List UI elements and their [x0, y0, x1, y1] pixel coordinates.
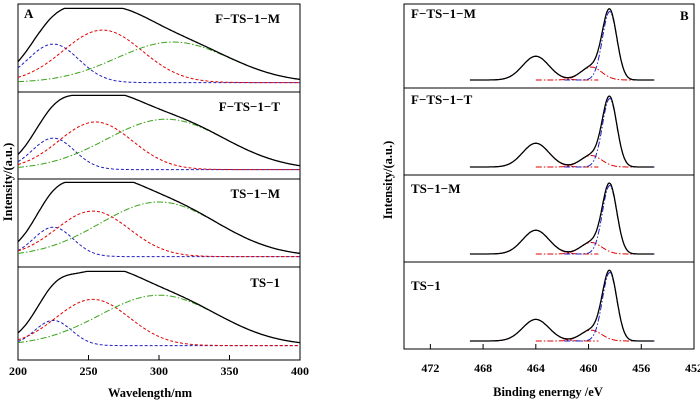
panel-b: B F−TS−1−M F−TS−1−T TS−1−M TS−1 472 468 46… [381, 3, 700, 399]
panel-b-x-tick-label: 472 [421, 361, 439, 375]
panel-b-peak-4-2 [535, 329, 646, 342]
panel-b-x-tick-label: 460 [580, 361, 598, 375]
panel-a-x-tick-label: 350 [221, 364, 239, 378]
panel-a-y-axis-title: Intensity/(a.u.) [1, 143, 15, 221]
panel-b-x-tick-label: 456 [632, 361, 650, 375]
panel-a-band-3-3 [17, 201, 301, 254]
panel-a-x-tick-label: 200 [9, 364, 27, 378]
panel-a-sample-label-2: F−TS−1−T [219, 99, 281, 114]
panel-b-peak-4-1 [472, 318, 599, 342]
panel-a-band-2-1 [17, 137, 300, 171]
panel-a-band-4-2 [17, 298, 300, 347]
panel-a-band-2-2 [17, 121, 300, 171]
panel-b-frame [403, 3, 695, 350]
panel-a-band-3-1 [17, 226, 300, 258]
panel-a-curves [17, 7, 301, 347]
panel-b-envelope-3 [469, 182, 654, 255]
panel-b-envelope-1 [469, 8, 654, 81]
panel-a-frame [17, 3, 301, 361]
panel-b-x-tick-label: 468 [474, 361, 492, 375]
panel-b-peak-2-3 [564, 98, 655, 168]
panel-b-sample-label-1: F−TS−1−M [411, 6, 476, 21]
panel-a-band-4-3 [17, 294, 301, 344]
panel-b-y-axis-title: Intensity/(a.u.) [381, 141, 395, 219]
panel-a-x-tick-label: 250 [80, 364, 98, 378]
panel-b-peak-1-2 [535, 66, 646, 81]
panel-a-envelope-3 [17, 181, 301, 255]
panel-b-peak-4-3 [564, 272, 655, 342]
panel-b-x-axis-title: Binding enerngy /eV [493, 385, 603, 399]
panel-a-envelope-4 [17, 270, 301, 344]
panel-b-sample-label-2: F−TS−1−T [411, 92, 473, 107]
panel-a-x-tick-label: 300 [150, 364, 168, 378]
panel-b-x-tick-label: 452 [685, 361, 700, 375]
panel-a-x-axis: 200 250 300 350 400 [9, 355, 309, 378]
panel-b-x-tick-label: 464 [527, 361, 545, 375]
panel-b-sample-label-4: TS−1 [411, 278, 441, 293]
panel-b-peak-3-1 [472, 229, 599, 255]
panel-b-peak-2-2 [535, 155, 646, 168]
panel-b-peak-3-3 [564, 185, 655, 255]
panel-b-envelope-4 [469, 269, 654, 342]
panel-a-sample-label-1: F−TS−1−M [215, 11, 280, 26]
panel-a-x-tick-label: 400 [291, 364, 309, 378]
panel-a-envelope-1 [17, 7, 301, 81]
panel-a-band-1-1 [17, 43, 300, 84]
panel-b-peak-1-3 [564, 11, 655, 81]
panel-a-band-2-3 [17, 118, 301, 168]
panel-b-sample-label-3: TS−1−M [411, 181, 461, 196]
panel-b-peak-1-1 [472, 55, 599, 81]
panel-a-sample-label-3: TS−1−M [231, 186, 281, 201]
panel-b-curves [469, 8, 655, 342]
panel-a-envelope-2 [17, 94, 301, 167]
panel-a-band-1-3 [17, 41, 301, 83]
panel-a-label: A [24, 6, 34, 21]
panel-b-x-axis: 472 468 464 460 456 452 [421, 344, 700, 375]
panel-a-band-1-2 [17, 29, 300, 84]
panel-a: A F−TS−1−M F−TS−1−T TS−1−M TS−1 200 250 30… [1, 3, 309, 400]
panel-b-peak-3-2 [535, 242, 646, 255]
panel-b-peak-2-1 [472, 142, 599, 168]
panel-a-x-axis-title: Wavelength/nm [108, 386, 193, 400]
panel-a-band-3-2 [17, 210, 300, 258]
panel-a-sample-label-4: TS−1 [250, 275, 280, 290]
panel-b-label: B [680, 8, 689, 23]
panel-b-envelope-2 [469, 95, 654, 168]
